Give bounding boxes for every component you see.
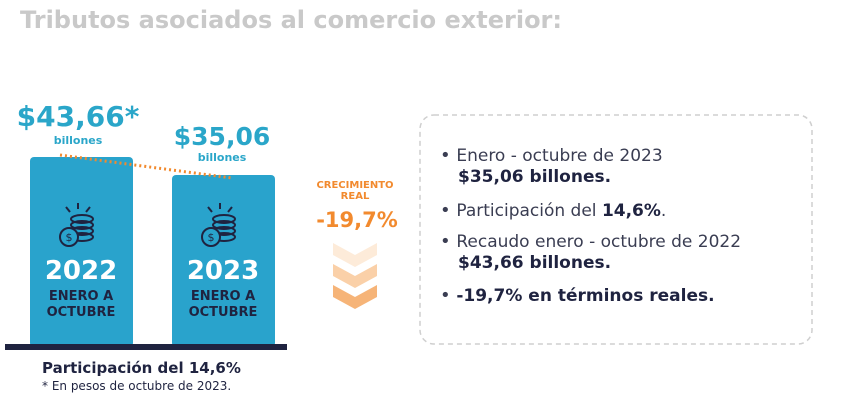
bullet: • -19,7% en términos reales.	[440, 285, 715, 306]
bullet: • Enero - octubre de 2023	[440, 145, 663, 166]
growth-label: REAL	[340, 191, 370, 202]
bullet-bold: 14,6%	[601, 201, 661, 221]
unit: billones	[197, 151, 247, 164]
bullet: • Participación del 14,6%.	[440, 200, 667, 221]
amount: $35,06	[173, 122, 271, 151]
bullet-text: Participación del	[456, 201, 602, 221]
unit: billones	[53, 134, 103, 147]
bullet-bold: -19,7% en términos reales.	[456, 286, 715, 306]
svg-text:$: $	[208, 231, 215, 244]
bullet-text: Enero - octubre de 2023	[456, 146, 663, 166]
info-box	[419, 114, 813, 345]
chevrons	[333, 243, 377, 309]
trend-line	[59, 153, 233, 180]
title: Tributos asociados al comercio exterior:	[20, 6, 562, 34]
bullet-bold: $43,66 billones.	[458, 253, 612, 273]
bar-2022	[30, 157, 133, 347]
period: ENERO A	[190, 289, 256, 304]
bullet: • Recaudo enero - octubre de 2022	[440, 231, 742, 252]
footer-note: * En pesos de octubre de 2023.	[42, 379, 232, 393]
bullet-line: $43,66 billones.	[458, 253, 611, 273]
svg-text:$: $	[66, 231, 73, 244]
amount: $43,66*	[16, 100, 140, 133]
bar-2023	[172, 175, 275, 347]
coin-icons: $ $	[59, 203, 236, 247]
bullet-line: $35,06 billones.	[458, 167, 611, 187]
year: 2023	[186, 256, 260, 286]
period: OCTUBRE	[46, 305, 116, 320]
bullet-bold: $35,06 billones.	[458, 167, 612, 187]
period: ENERO A	[48, 289, 114, 304]
bullet-text: Recaudo enero - octubre de 2022	[456, 232, 742, 252]
bullet-text: .	[660, 201, 667, 221]
period: OCTUBRE	[188, 305, 258, 320]
year: 2022	[44, 256, 118, 286]
growth-label: CRECIMIENTO	[316, 180, 394, 191]
footer-share: Participación del 14,6%	[42, 359, 241, 377]
growth-value: -19,7%	[316, 208, 398, 232]
baseline	[5, 344, 287, 350]
